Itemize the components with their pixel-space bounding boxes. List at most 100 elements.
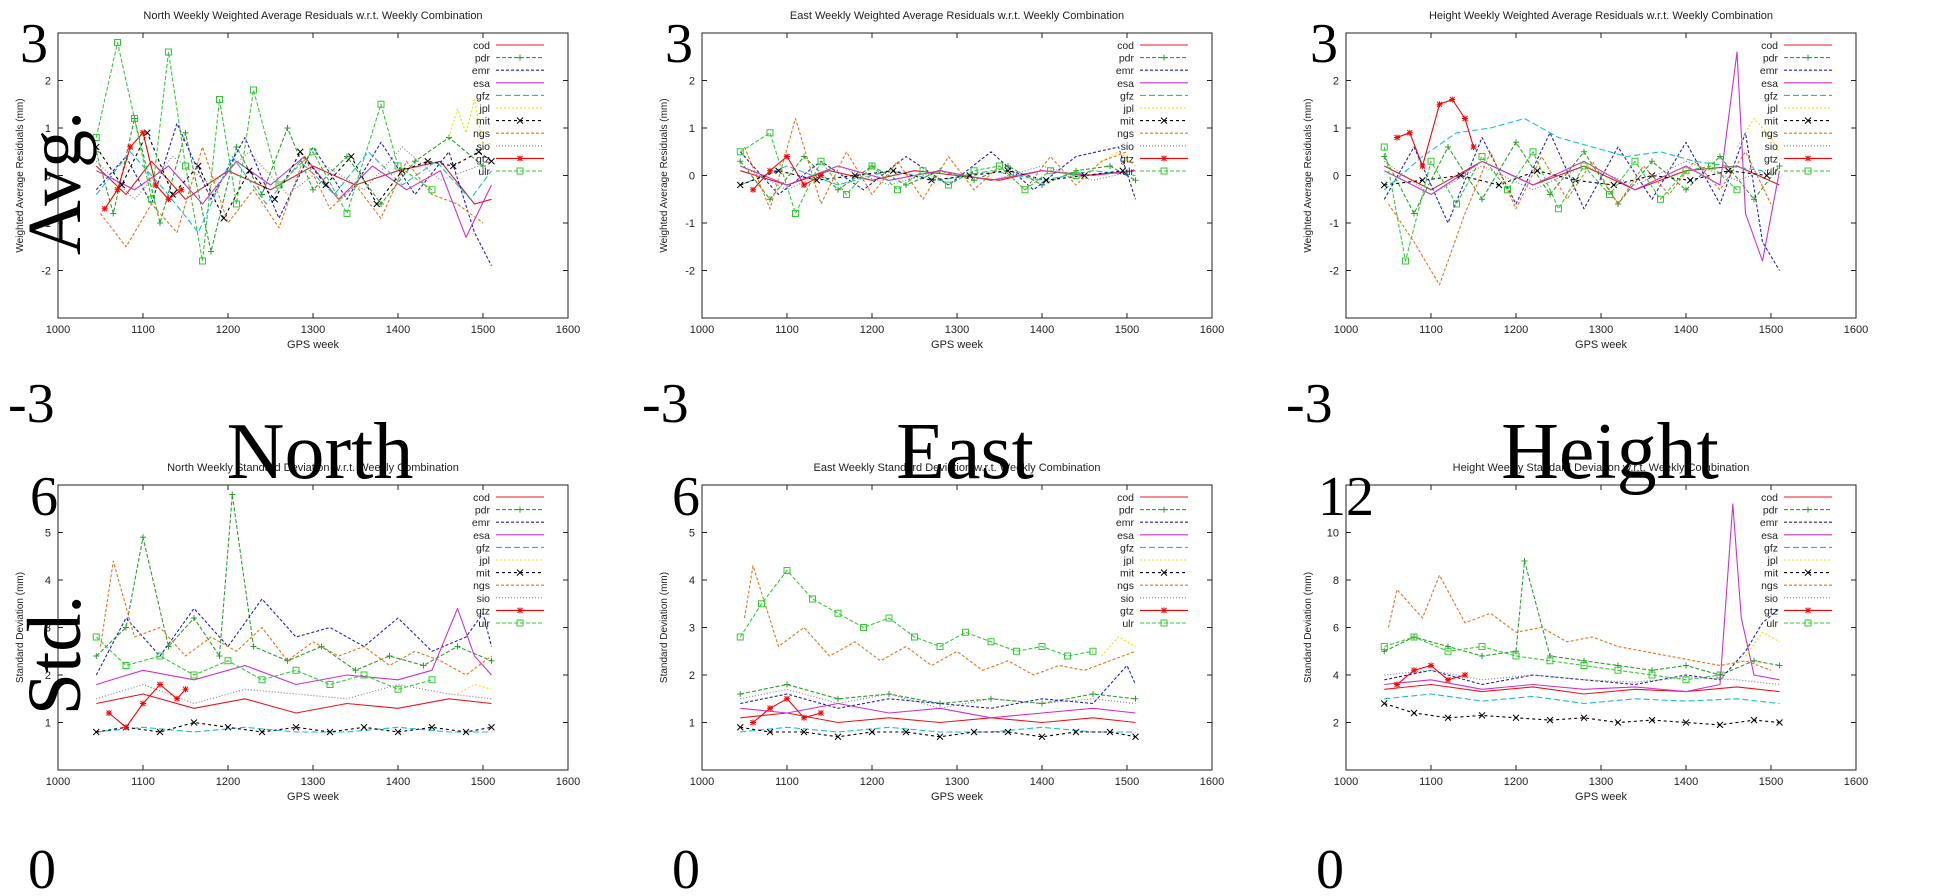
series-line-ulr [95, 41, 433, 262]
legend-label-gfz: gfz [1120, 542, 1134, 554]
y-tick-label: 3 [689, 623, 695, 635]
point-mit [462, 728, 470, 736]
plot-title: East Weekly Standard Deviation w.r.t. We… [814, 462, 1101, 474]
series-line-esa [740, 702, 1136, 719]
y-tick-label: 8 [1333, 575, 1339, 587]
legend-marker-gtz [517, 155, 523, 162]
y-tick-label: 1 [1333, 123, 1339, 135]
point-pdr [123, 624, 129, 631]
point-gtz [1445, 676, 1451, 683]
series-line-ngs [743, 565, 1136, 676]
legend-label-ngs: ngs [1117, 580, 1134, 592]
point-ulr [92, 633, 100, 641]
y-tick-label: 4 [1333, 670, 1339, 682]
series-line-ulr [1383, 146, 1738, 262]
point-ulr [1555, 205, 1562, 213]
series-line-cod [96, 693, 492, 714]
point-mit [1410, 709, 1418, 717]
y-axis-label: Weighted Average Residuals (mm) [15, 98, 26, 252]
series-line-gfz [1384, 693, 1780, 705]
point-pdr [93, 148, 100, 155]
x-tick-label: 1100 [775, 324, 799, 336]
point-gtz [1419, 163, 1426, 169]
point-pdr [454, 643, 461, 650]
point-ulr [1478, 153, 1486, 160]
y-tick-label: -2 [1329, 266, 1339, 278]
point-ulr [199, 257, 206, 265]
point-ulr [783, 567, 791, 574]
point-mit [92, 143, 100, 151]
point-mit [1716, 721, 1724, 729]
series-line-ngs [100, 146, 484, 248]
x-tick-label: 1600 [1200, 324, 1224, 336]
legend-marker-ulr [1804, 167, 1812, 175]
point-mit [902, 728, 910, 736]
point-mit [1444, 714, 1452, 722]
point-mit [475, 148, 483, 156]
point-ulr [114, 39, 121, 46]
point-gtz [784, 695, 790, 702]
legend-marker-mit [1804, 117, 1812, 124]
tick-overlay-east-avg-bottom: -3 [642, 373, 689, 435]
series-line-ulr [739, 569, 1094, 657]
legend-label-pdr: pdr [1763, 53, 1779, 65]
point-pdr [801, 153, 807, 160]
tick-overlay-north-std-top: 6 [30, 466, 58, 528]
legend-marker-mit [1160, 117, 1168, 124]
y-tick-label: 2 [689, 670, 695, 682]
point-ulr [1512, 652, 1520, 660]
point-ulr [156, 652, 164, 660]
point-ulr [996, 162, 1003, 170]
point-mit [1682, 719, 1690, 726]
legend-label-jpl: jpl [1122, 103, 1134, 115]
point-ulr [122, 662, 130, 669]
series-line-gfz [96, 726, 492, 733]
legend-label-emr: emr [1116, 517, 1135, 529]
point-mit [1776, 719, 1783, 726]
x-tick-label: 1300 [945, 776, 969, 788]
panel-avg-height: Height Weekly Weighted Average Residuals… [1303, 10, 1868, 351]
legend-label-esa: esa [1117, 78, 1134, 90]
point-ulr [1064, 652, 1071, 660]
x-tick-label: 1100 [131, 324, 155, 336]
series-line-mit [740, 170, 1123, 186]
point-mit [1380, 700, 1388, 707]
y-tick-label: 2 [689, 76, 695, 88]
point-pdr [216, 653, 223, 659]
legend-label-pdr: pdr [1119, 53, 1135, 65]
point-mit [889, 167, 897, 175]
point-ulr [834, 609, 842, 617]
tick-overlay-east-std-bottom: 0 [672, 839, 700, 896]
x-tick-label: 1200 [860, 324, 884, 336]
point-mit [1419, 176, 1426, 184]
point-mit [258, 728, 266, 736]
point-ulr [1529, 148, 1537, 156]
y-axis-label: Weighted Average Residuals (mm) [659, 98, 670, 252]
point-ulr [1453, 200, 1460, 208]
y-tick-label: 1 [689, 123, 695, 135]
point-pdr [1717, 153, 1723, 160]
point-ulr [1733, 186, 1741, 194]
point-pdr [284, 657, 291, 664]
point-gtz [174, 695, 180, 702]
legend-label-ulr: ulr [1766, 166, 1778, 178]
x-tick-label: 1200 [216, 324, 240, 336]
point-gtz [767, 167, 773, 174]
point-gtz [1428, 662, 1434, 669]
x-tick-label: 1600 [556, 324, 580, 336]
legend-label-pdr: pdr [1119, 505, 1135, 517]
point-mit [488, 723, 495, 731]
plot-title: North Weekly Weighted Average Residuals … [143, 10, 482, 22]
y-tick-label: 0 [1333, 171, 1339, 183]
series-line-sio [96, 683, 492, 705]
x-tick-label: 1500 [1759, 776, 1783, 788]
point-mit [736, 181, 744, 189]
point-ulr [131, 115, 138, 122]
legend-label-gfz: gfz [1764, 90, 1778, 102]
series-line-emr [1383, 132, 1780, 271]
point-mit [1004, 728, 1012, 736]
legend-label-sio: sio [1121, 593, 1135, 605]
legend-marker-mit [516, 117, 524, 124]
x-tick-label: 1400 [1030, 324, 1054, 336]
y-axis-label: Standard Deviation (mm) [1303, 572, 1314, 683]
